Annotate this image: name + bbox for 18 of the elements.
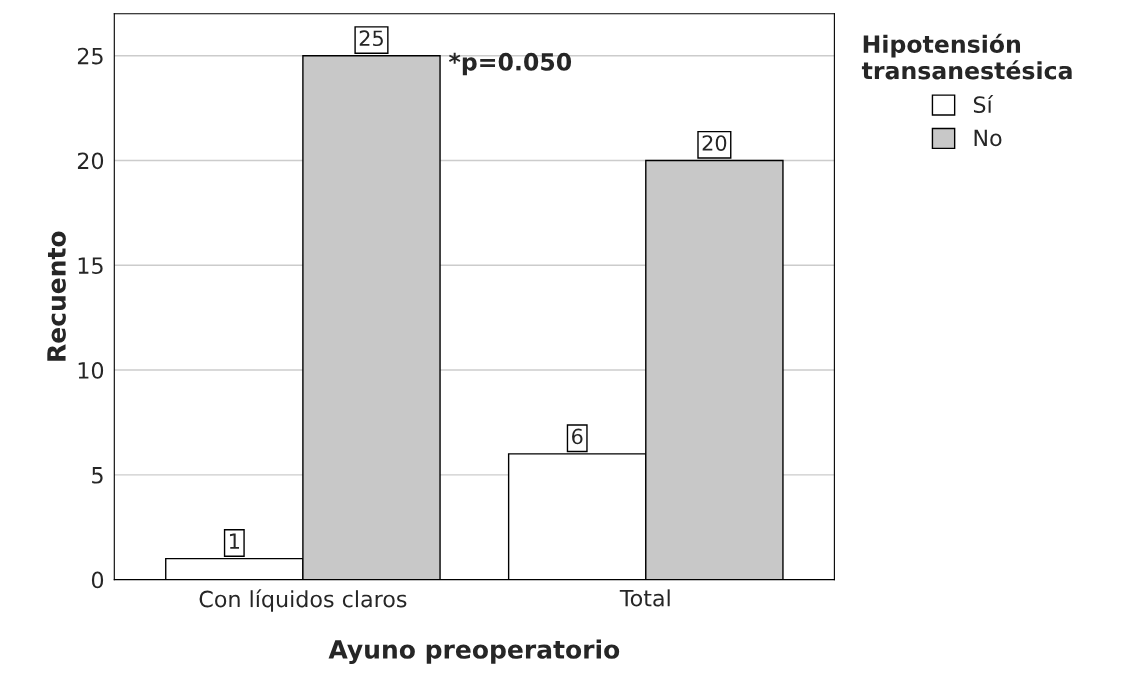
data-label: 20 <box>702 135 727 151</box>
x-tick-label: Con líquidos claros <box>199 589 407 612</box>
y-tick-label: 10 <box>78 361 104 379</box>
x-tick-label: Total <box>619 589 670 607</box>
y-tick-label: 5 <box>92 467 103 484</box>
y-axis-title: Recuento <box>47 231 66 361</box>
x-axis-title: Ayuno preoperatorio <box>328 639 620 664</box>
data-label: 25 <box>359 30 383 47</box>
y-tick-label: 25 <box>77 47 103 65</box>
data-label: 1 <box>229 533 240 549</box>
legend-title: Hipotensión transanestésica <box>861 33 1072 80</box>
legend-label: Sí <box>973 94 994 114</box>
y-tick-label: 15 <box>78 257 103 275</box>
y-tick-label: 0 <box>91 571 104 589</box>
data-label: 6 <box>572 428 583 445</box>
annotation: *p=0.050 <box>448 52 572 76</box>
legend-label: No <box>974 129 1002 147</box>
y-tick-label: 20 <box>77 152 104 170</box>
